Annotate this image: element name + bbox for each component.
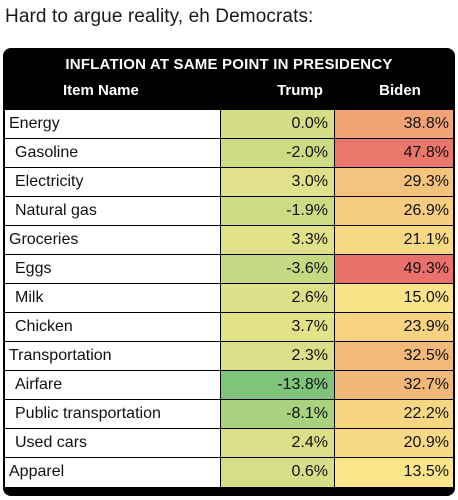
- table-row: Used cars 2.4% 20.9%: [5, 429, 453, 458]
- biden-value-cell: 20.9%: [335, 429, 453, 457]
- biden-value-cell: 32.7%: [335, 371, 453, 399]
- inflation-table: INFLATION AT SAME POINT IN PRESIDENCY It…: [3, 48, 455, 496]
- table-row: Public transportation -8.1% 22.2%: [5, 400, 453, 429]
- trump-value-cell: 2.6%: [221, 284, 335, 312]
- biden-value-cell: 13.5%: [335, 458, 453, 487]
- biden-value-cell: 15.0%: [335, 284, 453, 312]
- trump-value-cell: 3.7%: [221, 313, 335, 341]
- trump-value-cell: 3.3%: [221, 226, 335, 254]
- trump-value-cell: 3.0%: [221, 168, 335, 196]
- table-row: Eggs -3.6% 49.3%: [5, 255, 453, 284]
- column-header-biden: Biden: [379, 82, 421, 99]
- item-name-cell: Transportation: [5, 342, 221, 370]
- column-header-trump: Trump: [277, 82, 323, 99]
- item-name-cell: Chicken: [5, 313, 221, 341]
- item-name-cell: Public transportation: [5, 400, 221, 428]
- table-row: Gasoline -2.0% 47.8%: [5, 139, 453, 168]
- table-row: Groceries 3.3% 21.1%: [5, 226, 453, 255]
- trump-value-cell: -2.0%: [221, 139, 335, 167]
- biden-value-cell: 29.3%: [335, 168, 453, 196]
- column-header-item-name: Item Name: [63, 82, 139, 99]
- trump-value-cell: 0.6%: [221, 458, 335, 487]
- table-title: INFLATION AT SAME POINT IN PRESIDENCY: [65, 56, 393, 73]
- item-name-cell: Natural gas: [5, 197, 221, 225]
- table-row: Chicken 3.7% 23.9%: [5, 313, 453, 342]
- biden-value-cell: 21.1%: [335, 226, 453, 254]
- table-body: Energy 0.0% 38.8% Gasoline -2.0% 47.8% E…: [5, 110, 453, 487]
- item-name-cell: Used cars: [5, 429, 221, 457]
- item-name-cell: Electricity: [5, 168, 221, 196]
- biden-value-cell: 22.2%: [335, 400, 453, 428]
- table-row: Apparel 0.6% 13.5%: [5, 458, 453, 487]
- trump-value-cell: 2.4%: [221, 429, 335, 457]
- item-name-cell: Gasoline: [5, 139, 221, 167]
- table-header: INFLATION AT SAME POINT IN PRESIDENCY It…: [3, 48, 455, 108]
- table-row: Transportation 2.3% 32.5%: [5, 342, 453, 371]
- table-row: Natural gas -1.9% 26.9%: [5, 197, 453, 226]
- item-name-cell: Eggs: [5, 255, 221, 283]
- trump-value-cell: -1.9%: [221, 197, 335, 225]
- item-name-cell: Groceries: [5, 226, 221, 254]
- biden-value-cell: 23.9%: [335, 313, 453, 341]
- table-row: Electricity 3.0% 29.3%: [5, 168, 453, 197]
- trump-value-cell: -8.1%: [221, 400, 335, 428]
- trump-value-cell: 2.3%: [221, 342, 335, 370]
- biden-value-cell: 49.3%: [335, 255, 453, 283]
- trump-value-cell: 0.0%: [221, 110, 335, 138]
- biden-value-cell: 26.9%: [335, 197, 453, 225]
- item-name-cell: Energy: [5, 110, 221, 138]
- item-name-cell: Apparel: [5, 458, 221, 487]
- biden-value-cell: 47.8%: [335, 139, 453, 167]
- item-name-cell: Airfare: [5, 371, 221, 399]
- item-name-cell: Milk: [5, 284, 221, 312]
- table-row: Airfare -13.8% 32.7%: [5, 371, 453, 400]
- biden-value-cell: 32.5%: [335, 342, 453, 370]
- trump-value-cell: -3.6%: [221, 255, 335, 283]
- trump-value-cell: -13.8%: [221, 371, 335, 399]
- table-row: Energy 0.0% 38.8%: [5, 110, 453, 139]
- post-caption: Hard to argue reality, eh Democrats:: [5, 6, 314, 27]
- biden-value-cell: 38.8%: [335, 110, 453, 138]
- table-row: Milk 2.6% 15.0%: [5, 284, 453, 313]
